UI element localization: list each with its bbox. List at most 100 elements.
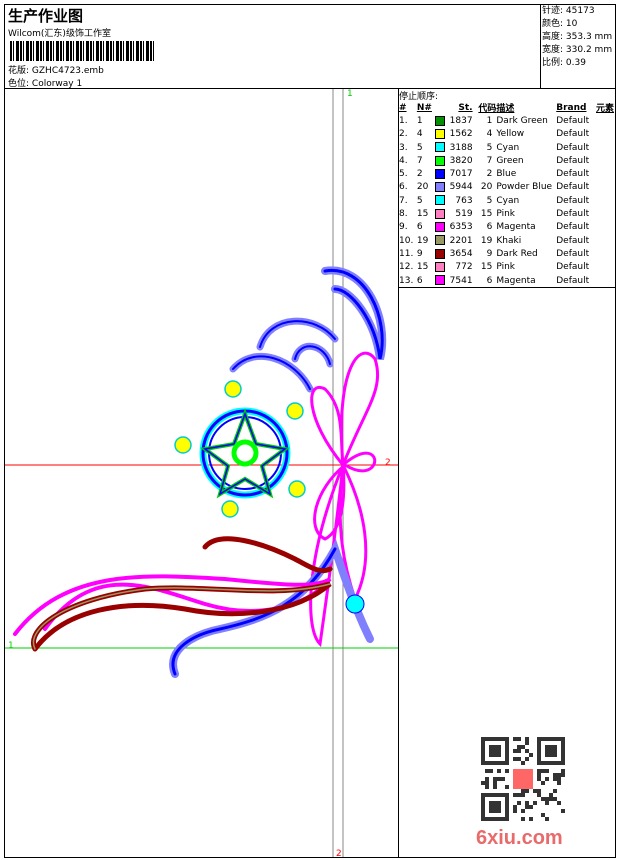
color-swatch [434, 275, 445, 286]
legend-caption: 停止顺序: [399, 92, 439, 102]
brand: Default [556, 129, 590, 140]
row-index: 13. [399, 275, 414, 286]
needle-number: 6 [416, 275, 423, 286]
column-header: N# [416, 102, 432, 113]
color-description: Magenta [496, 275, 536, 286]
info-value: 353.3 mm [565, 32, 613, 42]
brand: Default [556, 209, 590, 220]
color-code: 20 [480, 182, 493, 193]
stitch-count: 3188 [449, 142, 473, 153]
table-row: 4. 7 3820 7 Green Default [399, 154, 616, 167]
color-description: Yellow [496, 129, 525, 140]
needle-number: 5 [416, 195, 423, 206]
brand: Default [556, 235, 590, 246]
color-table: # N# St. 代码 描述 Brand 元素 1. 1 1837 1 Dark Green Defa… [399, 101, 616, 287]
color-code: 15 [480, 262, 493, 273]
color-description: Powder Blue [496, 182, 553, 193]
needle-number: 2 [416, 169, 423, 180]
stitch-count: 7017 [449, 169, 473, 180]
stitch-count: 2201 [449, 235, 473, 246]
needle-number: 1 [416, 115, 423, 126]
table-row: 8. 15 519 15 Pink Default [399, 207, 616, 220]
info-value: 10 [565, 19, 578, 29]
row-index: 11. [399, 248, 414, 259]
row-index: 6. [399, 182, 408, 193]
row-index: 8. [399, 209, 408, 220]
table-row: 12. 15 772 15 Pink Default [399, 261, 616, 274]
color-description: Green [496, 155, 524, 166]
info-value: 0.39 [565, 58, 586, 68]
info-row: 高度: 353.3 mm [542, 31, 616, 44]
marker-left: 1 [8, 641, 14, 651]
row-index: 4. [399, 155, 408, 166]
design-file: 花版: GZHC4723.emb [8, 63, 104, 76]
column-header: 描述 [496, 104, 515, 115]
needle-number: 6 [416, 222, 423, 233]
color-code: 1 [486, 115, 493, 126]
color-description: Cyan [496, 142, 520, 153]
table-row: 5. 2 7017 2 Blue Default [399, 167, 616, 180]
table-row: 11. 9 3654 9 Dark Red Default [399, 247, 616, 260]
stitch-count: 763 [455, 195, 473, 206]
color-swatch [434, 115, 445, 126]
column-header: Brand [556, 102, 587, 113]
table-row: 1. 1 1837 1 Dark Green Default [399, 114, 616, 127]
color-code: 4 [486, 129, 493, 140]
column-header: 代码 [478, 104, 497, 115]
table-row: 9. 6 6353 6 Magenta Default [399, 221, 616, 234]
design-info: 针迹: 45173 颜色: 10 高度: 353.3 mm 宽度: 330.2 mm 比… [540, 4, 616, 88]
stitch-count: 5944 [449, 182, 473, 193]
embroidery-design [13, 266, 387, 678]
qr-code [481, 737, 565, 821]
brand: Default [556, 262, 590, 273]
color-description: Khaki [496, 235, 522, 246]
table-row: 2. 4 1562 4 Yellow Default [399, 128, 616, 141]
color-swatch [434, 182, 445, 193]
seal-stamp [513, 769, 533, 789]
color-swatch [434, 261, 445, 272]
stitch-count: 1562 [449, 129, 473, 140]
stitch-count: 7541 [449, 275, 473, 286]
column-header: St. [458, 102, 473, 113]
column-header: 元素 [596, 104, 615, 115]
yellow-flowers [174, 380, 306, 518]
color-description: Pink [496, 262, 516, 273]
color-code: 2 [486, 169, 493, 180]
info-row: 比例: 0.39 [542, 57, 616, 70]
color-code: 6 [486, 222, 493, 233]
color-swatch [434, 208, 445, 219]
color-swatch [434, 128, 445, 139]
color-swatch [434, 235, 445, 246]
info-row: 宽度: 330.2 mm [542, 44, 616, 57]
color-code: 15 [480, 209, 493, 220]
brand: Default [556, 142, 590, 153]
color-sequence-legend: 停止顺序: # N# St. 代码 描述 Brand 元素 1. 1 1837 1 Dark Gre… [399, 89, 616, 288]
brand: Default [556, 248, 590, 259]
row-index: 5. [399, 169, 408, 180]
info-label: 针迹: [542, 6, 564, 16]
info-row: 针迹: 45173 [542, 5, 616, 18]
colorway-value: Colorway 1 [31, 79, 83, 89]
page-frame [4, 4, 616, 858]
table-row: 3. 5 3188 5 Cyan Default [399, 141, 616, 154]
color-swatch [434, 142, 445, 153]
table-row: 7. 5 763 5 Cyan Default [399, 194, 616, 207]
row-index: 9. [399, 222, 408, 233]
stitch-count: 6353 [449, 222, 473, 233]
brand: Default [556, 115, 590, 126]
needle-number: 15 [416, 209, 429, 220]
header: 生产作业图 Wilcom(汇东)级饰工作室 花版: GZHC4723.emb 色… [4, 4, 616, 89]
brand: Default [556, 182, 590, 193]
color-code: 7 [486, 155, 493, 166]
color-code: 5 [486, 195, 493, 206]
colorway: 色位: Colorway 1 [8, 76, 82, 89]
brand: Default [556, 275, 590, 286]
color-swatch [434, 168, 445, 179]
barcode [10, 41, 155, 61]
color-swatch [434, 195, 445, 206]
needle-number: 9 [416, 248, 423, 259]
marker-bottom: 2 [336, 849, 342, 857]
stitch-count: 772 [455, 262, 473, 273]
row-index: 7. [399, 195, 408, 206]
stitch-count: 519 [455, 209, 473, 220]
